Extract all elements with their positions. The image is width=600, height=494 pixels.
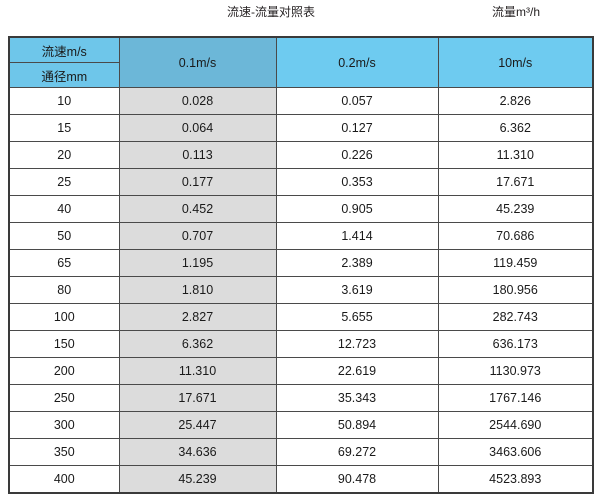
cell-dn: 15 xyxy=(8,114,120,142)
cell-flow-0.2: 22.619 xyxy=(275,357,439,385)
table-row: 25 0.177 0.353 17.671 xyxy=(8,168,594,196)
corner-header-velocity-label: 流速m/s xyxy=(8,36,120,63)
cell-flow-0.1: 34.636 xyxy=(118,438,277,466)
cell-flow-0.1: 1.810 xyxy=(118,276,277,304)
cell-dn: 20 xyxy=(8,141,120,169)
cell-flow-0.2: 0.353 xyxy=(275,168,439,196)
cell-flow-10: 3463.606 xyxy=(437,438,594,466)
table-row: 50 0.707 1.414 70.686 xyxy=(8,222,594,250)
table-row: 40 0.452 0.905 45.239 xyxy=(8,195,594,223)
cell-flow-0.1: 6.362 xyxy=(118,330,277,358)
table-row: 350 34.636 69.272 3463.606 xyxy=(8,438,594,466)
cell-flow-0.1: 0.707 xyxy=(118,222,277,250)
cell-flow-0.2: 90.478 xyxy=(275,465,439,494)
header-row-bottom: 通径mm xyxy=(8,62,593,88)
cell-flow-10: 119.459 xyxy=(437,249,594,277)
cell-dn: 400 xyxy=(8,465,120,494)
table-row: 10 0.028 0.057 2.826 xyxy=(8,87,594,115)
table-row: 400 45.239 90.478 4523.893 xyxy=(8,465,594,494)
cell-flow-0.2: 0.226 xyxy=(275,141,439,169)
cell-dn: 350 xyxy=(8,438,120,466)
cell-dn: 300 xyxy=(8,411,120,439)
cell-dn: 250 xyxy=(8,384,120,412)
cell-dn: 200 xyxy=(8,357,120,385)
cell-flow-0.1: 0.064 xyxy=(118,114,277,142)
cell-dn: 150 xyxy=(8,330,120,358)
table-row: 15 0.064 0.127 6.362 xyxy=(8,114,594,142)
cell-flow-0.2: 35.343 xyxy=(275,384,439,412)
cell-flow-0.2: 2.389 xyxy=(275,249,439,277)
cell-dn: 10 xyxy=(8,87,120,115)
cell-flow-0.1: 0.177 xyxy=(118,168,277,196)
table-row: 200 11.310 22.619 1130.973 xyxy=(8,357,594,385)
cell-flow-10: 180.956 xyxy=(437,276,594,304)
cell-flow-0.2: 50.894 xyxy=(275,411,439,439)
cell-flow-0.2: 69.272 xyxy=(275,438,439,466)
header-row-top: 流速m/s 0.1m/s 0.2m/s 10m/s xyxy=(8,36,594,88)
table-row: 65 1.195 2.389 119.459 xyxy=(8,249,594,277)
cell-flow-10: 70.686 xyxy=(437,222,594,250)
flow-unit-title: 流量m³/h xyxy=(491,5,541,19)
cell-flow-0.2: 5.655 xyxy=(275,303,439,331)
cell-flow-0.1: 11.310 xyxy=(118,357,277,385)
cell-flow-10: 11.310 xyxy=(437,141,594,169)
cell-flow-0.1: 2.827 xyxy=(118,303,277,331)
chart-title: 流速-流量对照表 xyxy=(227,5,315,19)
cell-flow-0.1: 1.195 xyxy=(118,249,277,277)
table-row: 300 25.447 50.894 2544.690 xyxy=(8,411,594,439)
cell-flow-0.1: 45.239 xyxy=(118,465,277,494)
column-header-1: 0.2m/s xyxy=(275,36,439,88)
cell-flow-0.1: 17.671 xyxy=(118,384,277,412)
cell-flow-0.1: 0.452 xyxy=(118,195,277,223)
cell-flow-0.2: 1.414 xyxy=(275,222,439,250)
cell-flow-0.2: 12.723 xyxy=(275,330,439,358)
cell-dn: 80 xyxy=(8,276,120,304)
cell-flow-10: 282.743 xyxy=(437,303,594,331)
cell-flow-10: 2.826 xyxy=(437,87,594,115)
cell-flow-0.2: 3.619 xyxy=(275,276,439,304)
cell-flow-0.2: 0.127 xyxy=(275,114,439,142)
flow-velocity-table-container: 流速m/s 0.1m/s 0.2m/s 10m/s 通径mm 10 0.028 … xyxy=(8,36,594,494)
table-row: 80 1.810 3.619 180.956 xyxy=(8,276,594,304)
cell-flow-10: 636.173 xyxy=(437,330,594,358)
cell-flow-0.1: 25.447 xyxy=(118,411,277,439)
table-row: 100 2.827 5.655 282.743 xyxy=(8,303,594,331)
table-row: 20 0.113 0.226 11.310 xyxy=(8,141,594,169)
cell-flow-10: 6.362 xyxy=(437,114,594,142)
cell-flow-10: 45.239 xyxy=(437,195,594,223)
column-header-0: 0.1m/s xyxy=(118,36,277,88)
cell-dn: 65 xyxy=(8,249,120,277)
table-body: 流速m/s 0.1m/s 0.2m/s 10m/s 通径mm 10 0.028 … xyxy=(8,36,594,494)
cell-flow-10: 4523.893 xyxy=(437,465,594,494)
cell-flow-10: 17.671 xyxy=(437,168,594,196)
cell-flow-0.1: 0.028 xyxy=(118,87,277,115)
cell-flow-0.1: 0.113 xyxy=(118,141,277,169)
cell-flow-10: 1130.973 xyxy=(437,357,594,385)
column-header-2: 10m/s xyxy=(437,36,594,88)
cell-dn: 100 xyxy=(8,303,120,331)
cell-dn: 50 xyxy=(8,222,120,250)
cell-dn: 40 xyxy=(8,195,120,223)
cell-flow-0.2: 0.905 xyxy=(275,195,439,223)
cell-flow-10: 1767.146 xyxy=(437,384,594,412)
corner-header-diameter-label: 通径mm xyxy=(8,62,120,88)
cell-flow-10: 2544.690 xyxy=(437,411,594,439)
table-row: 250 17.671 35.343 1767.146 xyxy=(8,384,594,412)
titles-bar: 流速-流量对照表 流量m³/h xyxy=(0,0,600,30)
cell-flow-0.2: 0.057 xyxy=(275,87,439,115)
table-row: 150 6.362 12.723 636.173 xyxy=(8,330,594,358)
flow-velocity-table: 流速m/s 0.1m/s 0.2m/s 10m/s 通径mm 10 0.028 … xyxy=(8,36,594,494)
cell-dn: 25 xyxy=(8,168,120,196)
